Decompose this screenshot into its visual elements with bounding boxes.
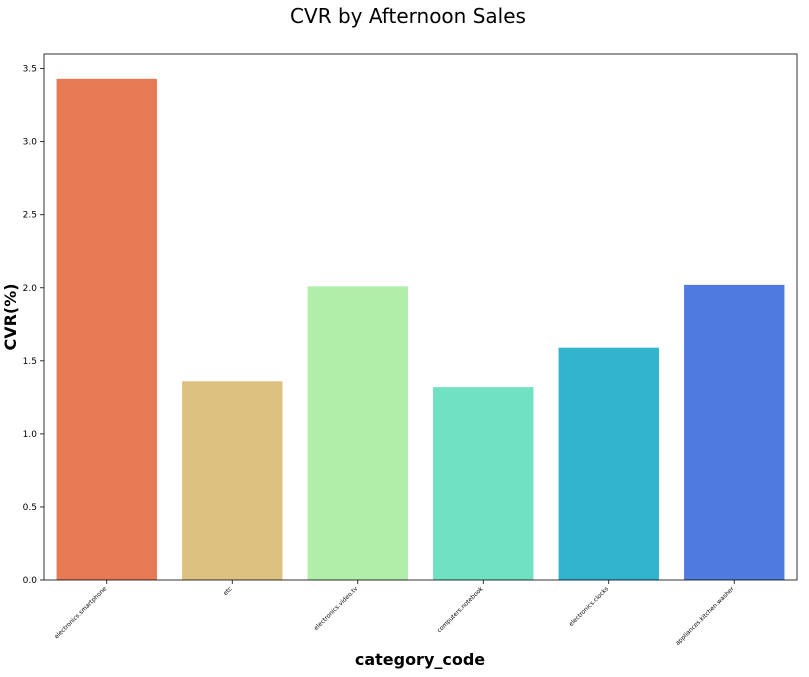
y-tick-label: 1.5 xyxy=(23,357,37,367)
bar-computers-notebook xyxy=(433,387,534,580)
y-axis-label: CVR(%) xyxy=(1,283,20,350)
bar-appliances-kitchen-washer xyxy=(684,284,785,580)
bars-group xyxy=(56,78,785,580)
y-tick-label: 2.0 xyxy=(23,284,38,294)
x-tick-label: computers.notebook xyxy=(436,585,485,634)
bar-electronics-video-tv xyxy=(307,286,408,580)
y-tick-label: 0.5 xyxy=(23,503,37,513)
x-axis-label: category_code xyxy=(355,650,485,669)
x-tick-label: appliances.kitchen.washer xyxy=(674,585,736,647)
bar-etc xyxy=(182,381,283,580)
x-tick-label: etc xyxy=(222,585,234,597)
y-tick-label: 0.0 xyxy=(23,576,38,586)
x-tick-label: electronics.clocks xyxy=(568,585,610,627)
x-tick-label: electronics.smartphone xyxy=(53,585,108,640)
y-tick-label: 1.0 xyxy=(23,430,38,440)
y-tick-label: 2.5 xyxy=(23,211,37,221)
bar-electronics-clocks xyxy=(558,347,659,580)
x-tick-label: electronics.video.tv xyxy=(313,585,360,632)
bar-electronics-smartphone xyxy=(56,78,157,580)
plot-frame xyxy=(43,53,798,581)
y-tick-label: 3.5 xyxy=(23,65,37,75)
y-axis: 0.0 0.5 1.0 1.5 2.0 2.5 3.0 3.5 xyxy=(23,65,44,586)
x-axis: electronics.smartphone etc electronics.vid… xyxy=(53,580,736,647)
chart-title: CVR by Afternoon Sales xyxy=(290,4,526,28)
y-tick-label: 3.0 xyxy=(23,138,38,148)
